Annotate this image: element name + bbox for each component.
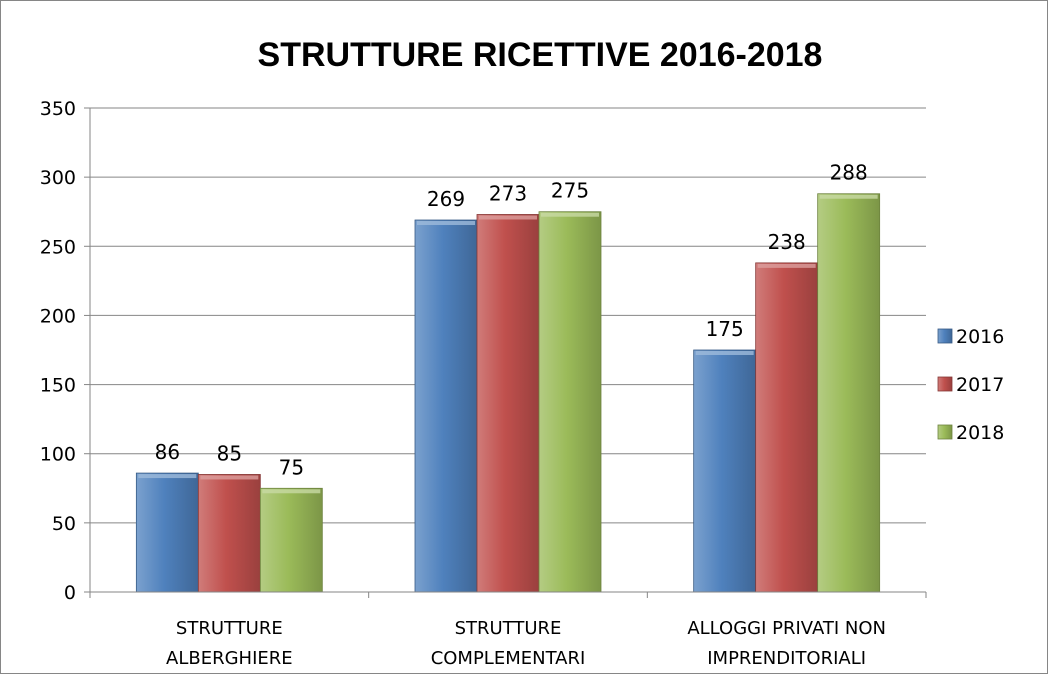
- data-label: 175: [706, 317, 744, 341]
- bar-highlight: [262, 489, 321, 494]
- y-tick-label: 100: [40, 444, 76, 466]
- x-tick-label: IMPRENDITORIALI: [707, 648, 866, 669]
- bar-highlight: [695, 351, 754, 355]
- bar-2017: [755, 262, 819, 593]
- y-axis: 0 50 100 150 200 250 300 350: [40, 98, 91, 604]
- bars: 86 85 75 269 273 275 175 238 288: [135, 161, 881, 593]
- y-tick-label: 350: [40, 98, 76, 120]
- y-tick-label: 50: [52, 513, 76, 535]
- legend-label: 2016: [956, 326, 1004, 348]
- bar-2017: [197, 474, 261, 593]
- x-tick-label: STRUTTURE: [455, 618, 562, 639]
- bar-2016: [135, 472, 199, 593]
- bar-highlight: [417, 221, 475, 226]
- data-label: 238: [768, 230, 806, 254]
- bar-highlight: [200, 475, 259, 480]
- data-label: 269: [427, 187, 465, 211]
- x-axis: STRUTTURE ALBERGHIERE STRUTTURE COMPLEMENTA…: [89, 591, 927, 669]
- x-tick-label: ALBERGHIERE: [166, 648, 293, 669]
- data-label: 86: [155, 440, 180, 464]
- bar-2018: [259, 487, 323, 593]
- bar-2018: [538, 211, 602, 593]
- legend-label: 2018: [956, 422, 1004, 444]
- bar-2016: [693, 349, 757, 593]
- legend-swatch: [937, 376, 953, 392]
- data-label: 75: [279, 455, 304, 479]
- legend: 2016 2017 2018: [937, 326, 1004, 444]
- data-label: 275: [551, 179, 589, 203]
- data-label: 288: [830, 161, 868, 185]
- bar-2018: [817, 193, 881, 593]
- y-tick-label: 300: [40, 167, 76, 189]
- x-tick-label: ALLOGGI PRIVATI NON: [687, 618, 886, 639]
- y-tick-label: 150: [40, 375, 76, 397]
- y-tick-label: 200: [40, 305, 76, 327]
- data-label: 85: [217, 441, 242, 465]
- y-tick-label: 250: [40, 236, 76, 258]
- bar-highlight: [479, 215, 537, 220]
- data-label: 273: [489, 181, 527, 205]
- bar-2017: [476, 214, 540, 593]
- bar-highlight: [819, 194, 878, 199]
- legend-label: 2017: [956, 374, 1004, 396]
- legend-swatch: [937, 328, 953, 344]
- bar-highlight: [138, 474, 197, 479]
- bar-highlight: [757, 263, 816, 268]
- x-tick-label: STRUTTURE: [176, 618, 283, 639]
- legend-swatch: [937, 424, 953, 440]
- x-tick-label: COMPLEMENTARI: [431, 648, 586, 669]
- bar-highlight: [541, 212, 599, 217]
- y-tick-label: 0: [64, 582, 76, 604]
- chart-title: STRUTTURE RICETTIVE 2016-2018: [258, 36, 823, 74]
- bar-2016: [414, 219, 478, 593]
